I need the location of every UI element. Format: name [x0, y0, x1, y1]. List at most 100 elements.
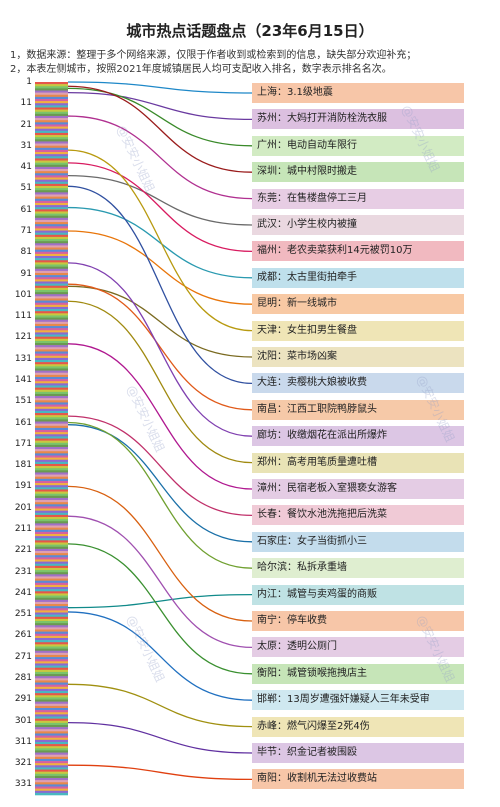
- rank-stripe: [35, 695, 68, 698]
- rank-stripe: [35, 519, 68, 522]
- rank-tick-label: 1: [26, 77, 32, 87]
- rank-stripe: [35, 446, 68, 450]
- rank-stripe: [35, 767, 68, 770]
- rank-stripe: [35, 572, 68, 575]
- rank-stripe: [35, 160, 68, 163]
- rank-stripe: [35, 620, 68, 624]
- rank-stripe: [35, 729, 68, 732]
- rank-stripe: [35, 313, 68, 316]
- rank-stripe: [35, 765, 68, 768]
- rank-stripe: [35, 315, 68, 318]
- rank-stripe: [35, 383, 68, 386]
- rank-tick-label: 221: [14, 545, 32, 556]
- topic-box: 赤峰：燃气闪爆至2死4伤: [252, 716, 464, 737]
- rank-stripe: [35, 251, 68, 255]
- topic-link-line: [67, 87, 253, 147]
- rank-stripe: [35, 523, 68, 526]
- rank-stripe: [35, 625, 68, 628]
- topic-link-line: [67, 91, 253, 121]
- rank-stripe: [35, 657, 68, 660]
- rank-stripe: [35, 226, 68, 229]
- rank-stripe: [35, 633, 68, 637]
- rank-stripe: [35, 268, 68, 272]
- rank-stripe: [35, 502, 68, 505]
- rank-stripe: [35, 514, 68, 518]
- rank-stripe: [35, 580, 68, 584]
- rank-stripe: [35, 563, 68, 567]
- rank-stripe: [35, 427, 68, 431]
- rank-stripe: [35, 249, 68, 253]
- rank-stripe: [35, 699, 68, 702]
- rank-stripe: [35, 183, 68, 187]
- rank-stripe: [35, 364, 68, 367]
- rank-stripe: [35, 370, 68, 374]
- rank-stripe: [35, 623, 68, 626]
- rank-stripe: [35, 540, 68, 543]
- rank-stripe: [35, 317, 68, 320]
- rank-stripe: [35, 775, 68, 779]
- rank-stripe: [35, 211, 68, 214]
- rank-stripe: [35, 343, 68, 346]
- rank-stripe: [35, 139, 68, 142]
- topic-box: 深圳：城中村限时搬走: [252, 162, 464, 183]
- rank-stripe: [35, 162, 68, 166]
- topic-link-line: [67, 85, 253, 173]
- rank-stripe: [35, 531, 68, 535]
- rank-stripe: [35, 115, 68, 119]
- rank-tick-label: 21: [20, 119, 32, 130]
- rank-stripe: [35, 542, 68, 545]
- rank-stripe: [35, 453, 68, 456]
- rank-stripe: [35, 239, 68, 242]
- topic-box: 沈阳：菜市场凶案: [252, 347, 464, 367]
- rank-stripe: [35, 82, 68, 85]
- topic-link-line: [67, 415, 253, 517]
- rank-stripe: [35, 417, 68, 420]
- rank-stripe: [35, 688, 68, 692]
- rank-stripe: [35, 158, 68, 161]
- rank-stripe: [35, 754, 68, 758]
- rank-stripe: [35, 130, 68, 134]
- rank-tick-label: 181: [14, 460, 32, 471]
- rank-tick-label: 261: [14, 630, 32, 641]
- rank-stripe: [35, 644, 68, 647]
- rank-stripe: [35, 544, 68, 548]
- rank-stripe: [35, 169, 68, 172]
- rank-stripe: [35, 294, 68, 297]
- rank-stripe: [35, 508, 68, 511]
- rank-stripe: [35, 336, 68, 340]
- rank-stripe: [35, 570, 68, 573]
- rank-stripe: [35, 359, 68, 363]
- rank-stripe: [35, 113, 68, 117]
- rank-stripe: [35, 616, 68, 620]
- rank-stripe: [35, 724, 68, 728]
- rank-stripe: [35, 727, 68, 730]
- topic-link-line: [67, 115, 253, 200]
- topic-box: 南阳：收割机无法过收费站: [252, 769, 464, 790]
- rank-stripe: [35, 584, 68, 588]
- rank-stripe: [35, 485, 68, 488]
- topic-link-line: [67, 206, 253, 279]
- rank-stripe: [35, 385, 68, 388]
- rank-stripe: [35, 94, 68, 98]
- rank-stripe: [35, 676, 68, 679]
- topic-box: 南昌：江西工职院鸭脖鼠头: [252, 399, 464, 420]
- rank-stripe: [35, 788, 68, 792]
- topic-box: 上海：3.1级地震: [252, 83, 464, 103]
- rank-stripe: [35, 277, 68, 280]
- rank-stripe: [35, 287, 68, 291]
- rank-stripe: [35, 557, 68, 560]
- rank-stripe: [35, 289, 68, 293]
- topic-box: 昆明：新一线城市: [252, 294, 464, 315]
- rank-tick-label: 301: [14, 715, 32, 726]
- rank-stripe: [35, 353, 68, 357]
- rank-stripe: [35, 737, 68, 741]
- rank-stripe: [35, 345, 68, 348]
- rank-stripe: [35, 137, 68, 140]
- rank-stripe: [35, 769, 68, 772]
- rank-stripe: [35, 279, 68, 282]
- rank-stripe: [35, 177, 68, 180]
- rank-stripe: [35, 610, 68, 613]
- rank-stripe: [35, 185, 68, 189]
- topic-link-line: [67, 424, 253, 543]
